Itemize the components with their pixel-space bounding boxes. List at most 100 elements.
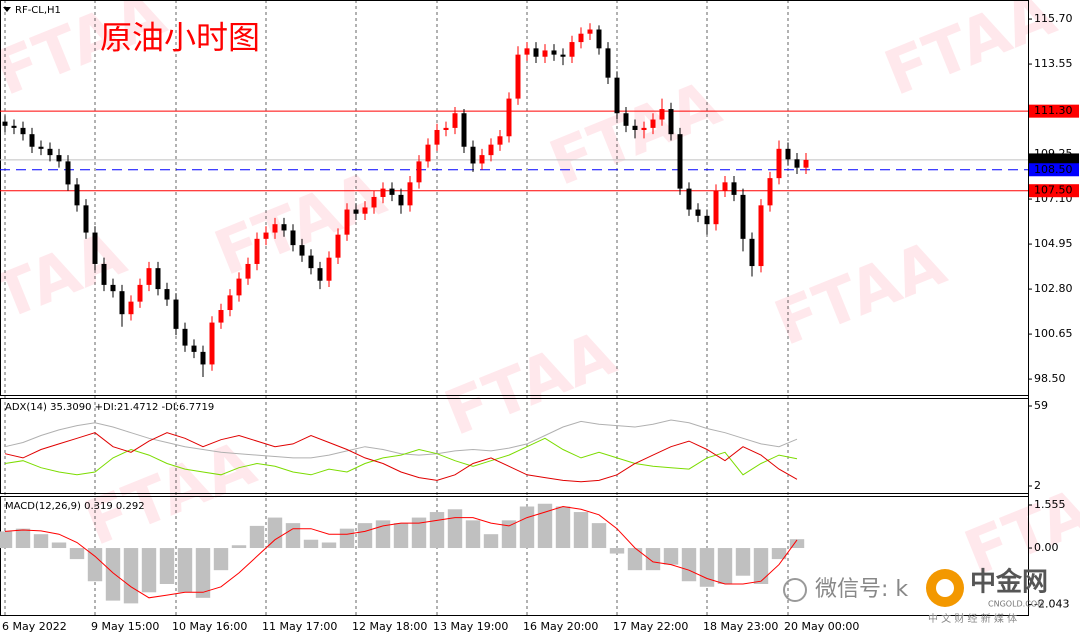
macd-bar: [375, 520, 391, 549]
candle-body: [119, 291, 125, 315]
candle-body: [182, 328, 188, 346]
price-label: 107.50: [1034, 184, 1073, 197]
y-tick-label: 2: [1034, 479, 1041, 492]
candle-body: [200, 351, 206, 365]
price-label-box: [1029, 163, 1079, 177]
x-tick-label: 20 May 00:00: [784, 620, 859, 633]
macd-bar: [429, 512, 445, 549]
candle-body: [695, 209, 701, 216]
candle-body: [443, 127, 449, 130]
candle-body: [155, 268, 161, 290]
macd-bar: [501, 520, 517, 549]
wechat-icon: [783, 578, 807, 602]
y-tick-label: 59: [1034, 399, 1048, 412]
site: CNGOLD.COM: [988, 600, 1044, 609]
price-label: 108.97: [1034, 153, 1073, 166]
candle-body: [254, 238, 260, 264]
symbol: RF-CL,H1: [15, 5, 61, 16]
candle-body: [470, 146, 476, 164]
candle-body: [794, 159, 800, 168]
macd-bar: [627, 548, 643, 571]
macd-bar: [0, 531, 13, 549]
candle-body: [245, 263, 251, 279]
candle-body: [551, 50, 557, 55]
candle-body: [38, 146, 44, 149]
candle-body: [191, 345, 197, 352]
candle-body: [767, 178, 773, 206]
macd-bar: [33, 534, 49, 549]
candle-body: [416, 161, 422, 183]
candle-body: [29, 134, 35, 147]
candle-body: [578, 33, 584, 43]
macd-bar: [699, 548, 715, 587]
candle-body: [731, 182, 737, 195]
brand: 中金网: [970, 567, 1048, 598]
slogan: 中 文 财 经 新 媒 体: [928, 612, 1017, 625]
candle-body: [308, 255, 314, 269]
candle-body: [344, 209, 350, 235]
candle-body: [407, 182, 413, 206]
macd-bar: [591, 523, 607, 549]
chart-title: 原油小时图: [100, 19, 260, 57]
x-tick-label: 11 May 17:00: [262, 620, 337, 633]
candle-body: [317, 268, 323, 281]
x-tick-label: 17 May 22:00: [613, 620, 688, 633]
candle-body: [524, 48, 530, 55]
candle-body: [713, 190, 719, 225]
macd-bar: [141, 548, 157, 593]
y-tick-label: 1.555: [1034, 498, 1066, 511]
candle-body: [20, 127, 26, 135]
macd-bar: [213, 548, 229, 571]
macd-bar: [465, 520, 481, 549]
x-tick-label: 16 May 20:00: [523, 620, 598, 633]
candle-body: [11, 125, 17, 128]
candle-body: [263, 232, 269, 239]
macd-bar: [87, 548, 103, 582]
candle-body: [164, 289, 170, 300]
candle-body: [110, 284, 116, 292]
candle-body: [389, 188, 395, 195]
macd-bar: [51, 542, 67, 549]
candle-body: [65, 161, 71, 185]
candle-body: [740, 194, 746, 239]
y-tick-label: 104.95: [1034, 237, 1073, 250]
candle-body: [290, 230, 296, 246]
x-tick-label: 12 May 18:00: [352, 620, 427, 633]
logo-icon-inner: [936, 579, 954, 597]
macd-bar: [285, 523, 301, 549]
candle-body: [803, 159, 809, 168]
candle-body: [227, 295, 233, 311]
candle-body: [236, 278, 242, 296]
price-label-box: [1029, 184, 1079, 198]
price-label-box: [1029, 104, 1079, 118]
macd-bar: [231, 545, 247, 549]
x-tick-label: 10 May 16:00: [172, 620, 247, 633]
price-label: 108.50: [1034, 163, 1073, 176]
macd-bar: [753, 548, 769, 585]
candle-body: [785, 148, 791, 160]
candle-body: [2, 121, 8, 126]
macd-bar: [537, 503, 553, 549]
candle-body: [623, 113, 629, 126]
candle-body: [542, 50, 548, 57]
macd-bar: [393, 523, 409, 549]
candle-body: [668, 109, 674, 135]
y-tick-label: 113.55: [1034, 57, 1073, 70]
macd-bar: [663, 548, 679, 565]
macd-bar: [15, 528, 31, 549]
macd-bar: [573, 512, 589, 549]
y-tick-label: 98.50: [1034, 372, 1066, 385]
x-tick-label: 6 May 2022: [2, 620, 67, 633]
candle-body: [101, 263, 107, 285]
candle-body: [128, 301, 134, 315]
candle-body: [677, 134, 683, 189]
candle-body: [74, 184, 80, 206]
candle-body: [749, 238, 755, 267]
candle-body: [641, 127, 647, 130]
candle-body: [371, 196, 377, 208]
macd-bar: [519, 506, 535, 549]
candle-body: [362, 207, 368, 214]
macd-bar: [303, 539, 319, 549]
